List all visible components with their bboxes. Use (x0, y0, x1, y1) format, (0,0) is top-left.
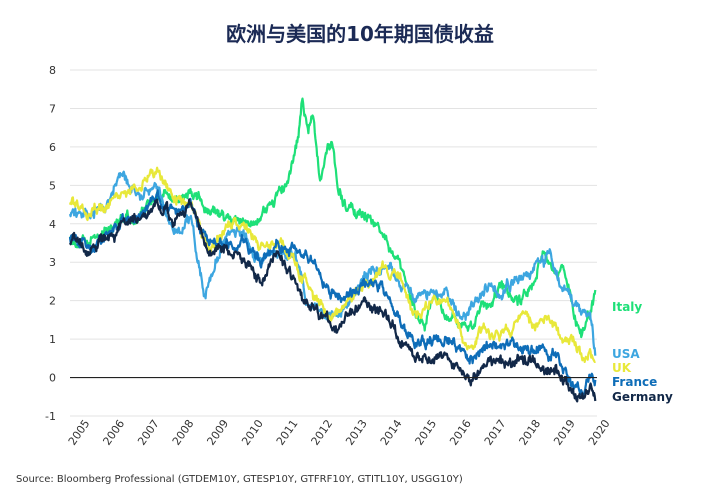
y-tick-label: 6 (49, 141, 56, 154)
x-tick-label: 2006 (100, 417, 127, 447)
y-tick-label: 1 (49, 333, 56, 346)
legend-label-usa: USA (612, 347, 640, 361)
y-tick-label: 5 (49, 179, 56, 192)
y-tick-label: 8 (49, 64, 56, 77)
source-note: Source: Bloomberg Professional (GTDEM10Y… (16, 474, 463, 485)
series-line-uk (68, 166, 597, 363)
x-tick-label: 2020 (586, 417, 613, 447)
x-tick-label: 2015 (413, 417, 440, 447)
x-tick-label: 2009 (204, 417, 231, 447)
x-tick-label: 2017 (482, 417, 509, 447)
legend-label-germany: Germany (612, 390, 673, 404)
x-tick-label: 2005 (66, 417, 93, 447)
legend-label-uk: UK (612, 361, 632, 375)
y-tick-label: -1 (45, 410, 56, 423)
legend-label-france: France (612, 375, 657, 389)
chart-title: 欧洲与美国的10年期国债收益 (226, 22, 494, 46)
y-tick-label: 0 (49, 372, 56, 385)
x-tick-label: 2010 (239, 417, 266, 447)
x-tick-label: 2011 (274, 417, 301, 447)
x-tick-label: 2014 (378, 417, 405, 447)
y-tick-label: 3 (49, 256, 56, 269)
y-tick-label: 7 (49, 102, 56, 115)
y-tick-label: 4 (49, 218, 56, 231)
x-tick-label: 2016 (447, 417, 474, 447)
x-tick-label: 2013 (343, 417, 370, 447)
y-tick-label: 2 (49, 295, 56, 308)
x-tick-label: 2007 (135, 417, 162, 447)
x-tick-label: 2019 (551, 417, 578, 447)
x-tick-label: 2008 (170, 417, 197, 447)
legend-label-italy: Italy (612, 300, 642, 314)
series-line-germany (69, 198, 597, 403)
x-tick-label: 2018 (517, 417, 544, 447)
series-line-italy (68, 97, 597, 339)
x-tick-label: 2012 (309, 417, 336, 447)
series-line-france (68, 189, 597, 397)
